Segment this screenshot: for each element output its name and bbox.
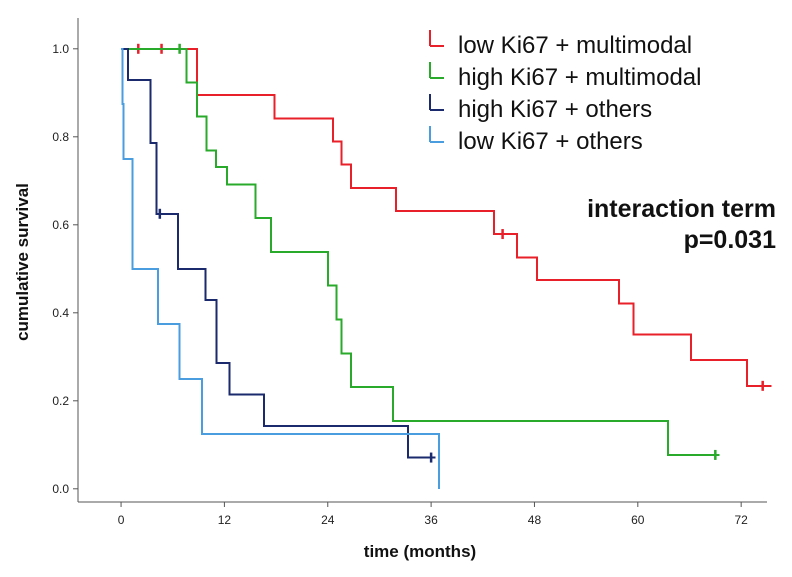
y-ticks: 0.0 0.2 0.4 0.6 0.8 1.0 — [52, 42, 78, 496]
x-ticks: 0 12 24 36 48 60 72 — [118, 502, 748, 527]
legend-label: high Ki67 + multimodal — [458, 64, 701, 91]
x-tick-label: 24 — [321, 513, 335, 527]
y-tick-label: 0.2 — [52, 394, 69, 408]
annotation-line-2: p=0.031 — [684, 226, 777, 254]
annotation-line-1: interaction term — [587, 195, 776, 223]
legend-label: low Ki67 + others — [458, 128, 643, 155]
y-tick-label: 0.6 — [52, 218, 69, 232]
y-tick-label: 0.4 — [52, 306, 69, 320]
y-axis-title: cumulative survival — [13, 183, 32, 341]
y-tick-label: 0.8 — [52, 130, 69, 144]
y-tick-label: 1.0 — [52, 42, 69, 56]
x-tick-label: 60 — [631, 513, 645, 527]
x-tick-label: 48 — [528, 513, 542, 527]
x-tick-label: 36 — [424, 513, 438, 527]
series-line-4 — [121, 47, 440, 489]
series-line-2 — [121, 47, 720, 456]
legend: low Ki67 + multimodal high Ki67 + multimo… — [429, 30, 701, 155]
x-tick-label: 12 — [218, 513, 232, 527]
x-tick-label: 72 — [734, 513, 748, 527]
x-axis-title: time (months) — [364, 542, 476, 561]
series-line-3 — [121, 47, 436, 459]
legend-label: high Ki67 + others — [458, 96, 652, 123]
series-line-1 — [121, 47, 772, 387]
x-tick-label: 0 — [118, 513, 125, 527]
series-group — [121, 43, 772, 489]
y-tick-label: 0.0 — [52, 482, 69, 496]
legend-label: low Ki67 + multimodal — [458, 32, 692, 59]
axes — [77, 18, 767, 503]
